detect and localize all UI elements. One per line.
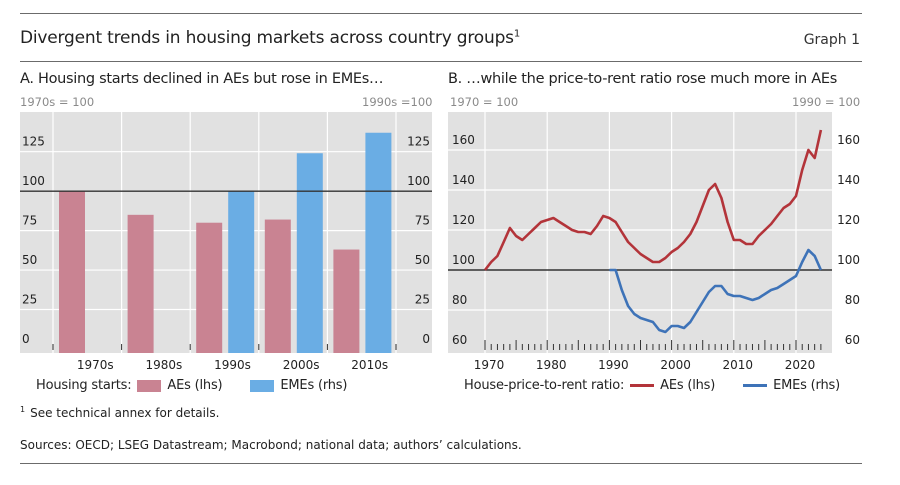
title-rule — [20, 61, 862, 62]
panel-b-left-unit: 1970 = 100 — [450, 95, 519, 109]
panel-a-ytick-left: 75 — [22, 214, 37, 228]
panel-b-xtick-label: 1970 — [474, 358, 505, 372]
legend-label-ae: AEs (lhs) — [660, 378, 716, 393]
line-eme — [609, 248, 823, 334]
panel-a-xtick-label: 1980s — [146, 358, 183, 372]
legend-line-eme — [743, 384, 768, 387]
bar-ae-1970s — [59, 191, 85, 353]
panel-b-ytick-right: 140 — [837, 173, 860, 187]
panel-a-title: A. Housing starts declined in AEs but ro… — [20, 71, 384, 87]
graph-title: Divergent trends in housing markets acro… — [20, 28, 520, 48]
panel-a-ytick-left: 50 — [22, 253, 37, 267]
footnote: 1 See technical annex for details. — [20, 405, 220, 420]
panel-b-xtick-label: 1990 — [598, 358, 629, 372]
panel-a-legend: Housing starts: AEs (lhs) EMEs (rhs) — [36, 378, 347, 393]
panel-a-ytick-right: 125 — [407, 135, 430, 149]
panel-a-right-unit: 1990s =100 — [362, 95, 433, 109]
panel-a-xtick-label: 2010s — [351, 358, 388, 372]
graph-number: Graph 1 — [803, 32, 860, 48]
panel-a-ytick-right: 75 — [415, 214, 430, 228]
top-rule — [20, 13, 862, 14]
panel-a-left-unit: 1970s = 100 — [20, 95, 95, 109]
panel-b-title: B. …while the price-to-rent ratio rose m… — [448, 71, 837, 87]
panel-a-ytick-right: 25 — [415, 293, 430, 307]
legend-swatch-eme — [250, 379, 275, 392]
legend-swatch-ae — [137, 379, 162, 392]
panel-b-ytick-left: 160 — [452, 133, 475, 147]
sources-note: Sources: OECD; LSEG Datastream; Macrobon… — [20, 438, 522, 452]
panel-b-ytick-right: 80 — [845, 293, 860, 307]
panel-a-ytick-left: 0 — [22, 332, 30, 346]
bar-ae-2010s — [333, 249, 360, 353]
panel-b-ytick-left: 100 — [452, 253, 475, 267]
panel-b-ytick-right: 60 — [845, 333, 860, 347]
legend-label-eme: EMEs (rhs) — [280, 378, 348, 393]
panel-a-ytick-left: 125 — [22, 135, 45, 149]
bottom-rule — [20, 463, 862, 464]
panel-a-ytick-right: 50 — [415, 253, 430, 267]
panel-b-ytick-left: 120 — [452, 213, 475, 227]
panel-b-ytick-left: 140 — [452, 173, 475, 187]
panel-b-xtick-label: 2010 — [723, 358, 754, 372]
panel-b-ytick-left: 60 — [452, 333, 467, 347]
bar-eme-2000s — [296, 153, 323, 353]
legend-prefix: House-price-to-rent ratio: — [464, 378, 625, 393]
legend-prefix: Housing starts: — [36, 378, 132, 393]
bar-ae-2000s — [264, 219, 291, 353]
panel-a-ytick-right: 100 — [407, 174, 430, 188]
bar-eme-2010s — [365, 132, 392, 353]
panel-b-xtick-label: 2020 — [785, 358, 816, 372]
bar-eme-1990s — [228, 191, 255, 353]
legend-line-ae — [630, 384, 655, 387]
panel-a-xtick-label: 1970s — [77, 358, 114, 372]
panel-b-xtick-label: 2000 — [660, 358, 691, 372]
panel-b-ytick-right: 160 — [837, 133, 860, 147]
panel-a-xtick-label: 2000s — [283, 358, 320, 372]
legend-label-ae: AEs (lhs) — [167, 378, 223, 393]
panel-b-xtick-label: 1980 — [536, 358, 567, 372]
panel-b-legend: House-price-to-rent ratio: AEs (lhs) EME… — [464, 378, 840, 393]
panel-a-ytick-left: 25 — [22, 293, 37, 307]
panel-a-ytick-right: 0 — [422, 332, 430, 346]
panel-b-ytick-right: 100 — [837, 253, 860, 267]
legend-label-eme: EMEs (rhs) — [773, 378, 840, 393]
bar-ae-1980s — [127, 214, 154, 353]
panel-a-ytick-left: 100 — [22, 174, 45, 188]
line-ae — [483, 129, 823, 271]
panel-b-ytick-right: 120 — [837, 213, 860, 227]
panel-b-right-unit: 1990 = 100 — [792, 95, 861, 109]
panel-a-xtick-label: 1990s — [214, 358, 251, 372]
panel-b-ytick-left: 80 — [452, 293, 467, 307]
bar-ae-1990s — [196, 222, 223, 353]
